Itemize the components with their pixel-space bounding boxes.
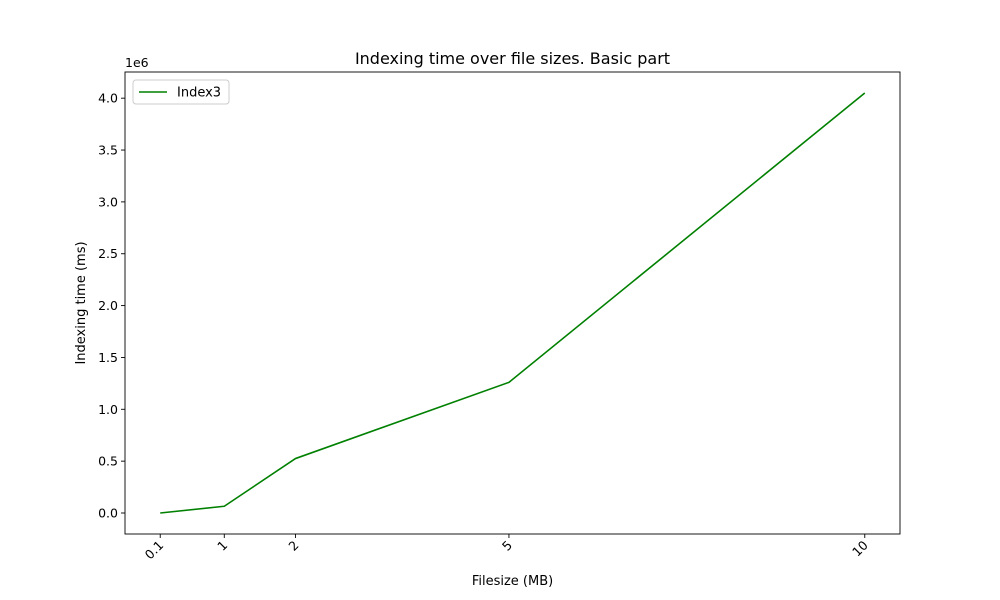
x-axis-label: Filesize (MB): [472, 574, 553, 589]
y-axis-label: Indexing time (ms): [74, 241, 89, 364]
y-tick-label: 2.0: [98, 298, 118, 313]
y-tick-label: 0.5: [98, 454, 118, 469]
chart-title: Indexing time over file sizes. Basic par…: [355, 49, 670, 68]
plot-area: 0.00.51.01.52.02.53.03.54.00.1 1 2 5 10Index…: [98, 71, 901, 562]
y-tick-label: 3.5: [98, 143, 118, 158]
y-tick-label: 1.0: [98, 402, 118, 417]
y-tick-label: 1.5: [98, 350, 118, 365]
y-tick-label: 0.0: [98, 506, 118, 521]
y-tick-label: 2.5: [98, 246, 118, 261]
y-tick-label: 3.0: [98, 194, 118, 209]
legend-box: [132, 79, 230, 105]
plot-frame: [124, 71, 901, 535]
legend-label: Index3: [177, 86, 221, 101]
y-axis-offset-label: 1e6: [125, 55, 149, 70]
y-tick-label: 4.0: [98, 91, 118, 106]
series-line-index3: [160, 92, 866, 514]
